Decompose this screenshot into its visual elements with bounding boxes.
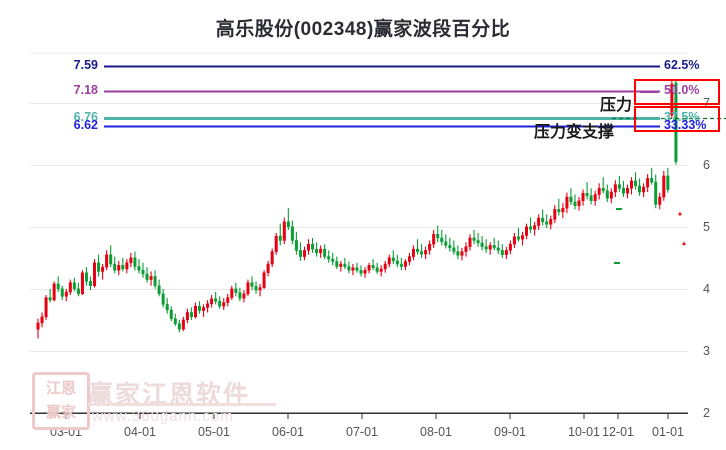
level-percent-label: 62.5%: [664, 57, 700, 72]
y-axis-tick-label: 5: [703, 219, 710, 234]
x-axis-tick-label: 01-01: [652, 425, 684, 439]
x-axis-tick-label: 12-01: [602, 425, 634, 439]
level-percent-label: 37.5%: [664, 109, 700, 124]
level-percent-label: 50.0%: [664, 82, 700, 97]
level-percent-label: 33.33%: [664, 117, 707, 132]
level-swatch: [640, 117, 658, 120]
watermark-divider: [88, 403, 276, 406]
highlight-box: [634, 105, 720, 132]
level-price-label: 6.62: [73, 117, 98, 132]
annotation-pressure-to-support: 压力变支撑: [534, 124, 615, 141]
watermark-url: www.360gann.com: [92, 408, 234, 425]
seal-line-2: 赢家: [45, 404, 76, 421]
page-title: 高乐股份(002348)赢家波段百分比: [215, 19, 511, 40]
annotation-pressure: 压力: [600, 97, 633, 114]
level-price-label: 7.18: [73, 82, 98, 97]
x-axis-tick-label: 10-01: [568, 425, 600, 439]
highlight-box: [634, 78, 720, 105]
x-axis-tick-label: 07-01: [346, 425, 378, 439]
isolated-tick-mark: [616, 208, 622, 210]
watermark-seal: 江恩 赢家: [32, 372, 90, 430]
x-axis-tick-label: 04-01: [124, 425, 156, 439]
level-swatch: [640, 90, 658, 93]
x-axis-tick-label: 08-01: [420, 425, 452, 439]
y-axis-tick-label: 3: [703, 343, 710, 358]
seal-line-1: 江恩: [45, 380, 76, 397]
x-axis-tick-label: 06-01: [272, 425, 304, 439]
isolated-tick-mark: [614, 262, 620, 264]
y-axis-tick-label: 6: [703, 157, 710, 172]
level-price-label: 6.76: [73, 109, 98, 124]
y-axis-tick-label: 4: [703, 281, 710, 296]
x-axis-tick-label: 09-01: [494, 425, 526, 439]
x-axis-tick-label: 05-01: [198, 425, 230, 439]
level-price-label: 7.59: [73, 57, 98, 72]
y-axis-tick-label: 2: [703, 405, 710, 420]
